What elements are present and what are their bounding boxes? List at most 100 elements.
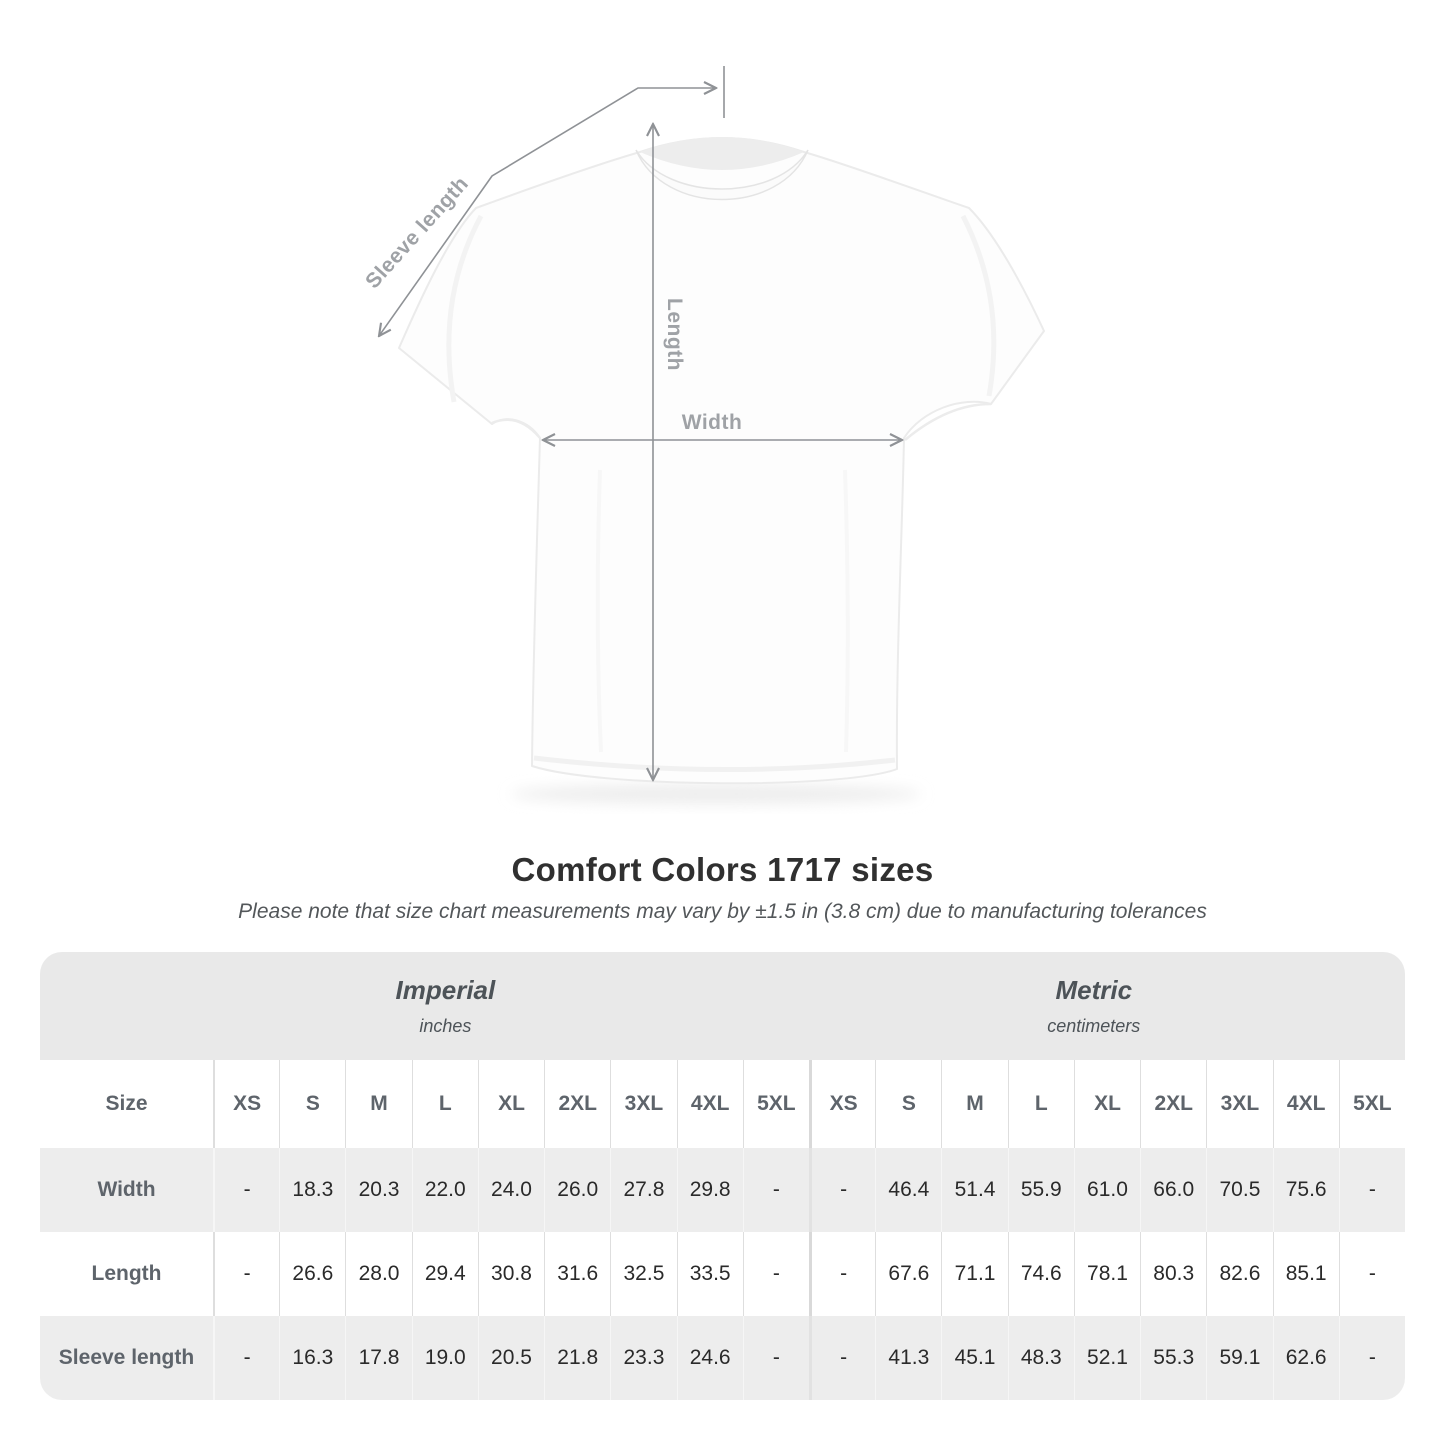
value-metric: 78.1 [1073,1232,1140,1316]
unit-group-imperial: Imperial inches [396,975,496,1037]
size-header-imperial-4xl: 4XL [676,1060,743,1148]
value-imperial: 32.5 [610,1232,676,1316]
value-metric: 59.1 [1206,1316,1272,1400]
size-header-imperial-2xl: 2XL [544,1060,610,1148]
value-metric: 62.6 [1272,1316,1339,1400]
imperial-subtitle: inches [419,1016,472,1036]
size-header-row: Size XS S M L XL 2XL 3XL 4XL 5XL XS S M L XL 2XL 3XL 4XL 5… [40,1060,1405,1148]
table-row: Width -18.3 20.3 22.0 24.0 26.0 27.8 29.8- -46.4… [40,1148,1405,1232]
caption-block: Comfort Colors 1717 sizes Please note th… [0,845,1445,924]
value-imperial: 29.8 [676,1148,743,1232]
size-header-metric-s: S [875,1060,941,1148]
value-metric: - [1338,1232,1405,1316]
value-metric: 45.1 [941,1316,1007,1400]
value-imperial: 17.8 [345,1316,411,1400]
value-imperial: - [742,1316,809,1400]
value-imperial: 20.3 [345,1148,411,1232]
value-imperial: 18.3 [279,1148,345,1232]
value-imperial: 26.6 [279,1232,345,1316]
size-table-card: Imperial inches Metric centimeters Size X… [40,952,1405,1400]
size-header-imperial-5xl: 5XL [742,1060,809,1148]
tshirt-illustration [398,137,1045,804]
value-metric: 61.0 [1073,1148,1140,1232]
metric-subtitle: centimeters [1047,1016,1141,1036]
value-imperial: 27.8 [610,1148,676,1232]
value-metric: 67.6 [875,1232,941,1316]
unit-group-metric: Metric centimeters [1047,975,1140,1037]
size-header-metric-4xl: 4XL [1272,1060,1339,1148]
table-row: Length -26.6 28.0 29.4 30.8 31.6 32.5 33.5- -67.… [40,1232,1405,1316]
value-metric: 70.5 [1206,1148,1272,1232]
value-imperial: 33.5 [676,1232,743,1316]
value-imperial: - [213,1232,279,1316]
value-imperial: 24.0 [477,1148,544,1232]
value-metric: 66.0 [1140,1148,1206,1232]
size-header-metric-xs: XS [808,1060,875,1148]
value-imperial: - [213,1148,279,1232]
value-imperial: 23.3 [610,1316,676,1400]
sleeve-length-arrow [379,88,716,336]
value-imperial: - [213,1316,279,1400]
tshirt-measurement-diagram: Sleeve length Length Width [361,66,1045,804]
size-header-imperial-m: M [345,1060,411,1148]
value-imperial: - [742,1232,809,1316]
value-metric: 52.1 [1073,1316,1140,1400]
value-imperial: 31.6 [544,1232,610,1316]
size-header-metric-m: M [941,1060,1007,1148]
size-header-imperial-s: S [279,1060,345,1148]
value-metric: 51.4 [941,1148,1007,1232]
value-metric: - [808,1232,875,1316]
value-metric: 85.1 [1272,1232,1339,1316]
size-header-metric-3xl: 3XL [1206,1060,1272,1148]
value-metric: 71.1 [941,1232,1007,1316]
value-metric: - [808,1148,875,1232]
tshirt-fold-lines [446,214,997,772]
tshirt-body [398,137,1045,785]
value-metric: 74.6 [1007,1232,1074,1316]
value-metric: 46.4 [875,1148,941,1232]
value-imperial: 16.3 [279,1316,345,1400]
width-label: Width [682,411,743,434]
value-metric: 41.3 [875,1316,941,1400]
size-header-imperial-xs: XS [213,1060,279,1148]
value-imperial: 21.8 [544,1316,610,1400]
length-label: Length [663,298,686,371]
row-label: Sleeve length [58,1346,195,1369]
value-metric: 55.9 [1007,1148,1074,1232]
value-imperial: 22.0 [411,1148,478,1232]
value-metric: 80.3 [1140,1232,1206,1316]
value-imperial: 20.5 [477,1316,544,1400]
value-imperial: - [742,1148,809,1232]
size-header-imperial-xl: XL [477,1060,544,1148]
value-imperial: 26.0 [544,1148,610,1232]
size-header-metric-xl: XL [1073,1060,1140,1148]
unit-header: Imperial inches Metric centimeters [40,952,1405,1060]
value-imperial: 19.0 [411,1316,478,1400]
tolerance-note: Please note that size chart measurements… [238,900,1207,923]
size-header-imperial-3xl: 3XL [610,1060,676,1148]
size-header-metric-2xl: 2XL [1140,1060,1206,1148]
row-label: Length [91,1262,162,1285]
size-header-metric-5xl: 5XL [1338,1060,1405,1148]
value-metric: 75.6 [1272,1148,1339,1232]
size-grid: Size XS S M L XL 2XL 3XL 4XL 5XL XS S M L XL 2XL 3XL 4XL 5… [40,1060,1405,1400]
size-column-header: Size [105,1092,148,1115]
value-metric: - [1338,1316,1405,1400]
table-row: Sleeve length -16.3 17.8 19.0 20.5 21.8 23.3 24… [40,1316,1405,1400]
value-imperial: 28.0 [345,1232,411,1316]
metric-title: Metric [1055,975,1133,1005]
value-imperial: 30.8 [477,1232,544,1316]
page-title: Comfort Colors 1717 sizes [511,851,934,888]
row-label: Width [97,1178,156,1201]
value-metric: - [1338,1148,1405,1232]
value-metric: 82.6 [1206,1232,1272,1316]
value-metric: 55.3 [1140,1316,1206,1400]
value-metric: - [808,1316,875,1400]
value-imperial: 29.4 [411,1232,478,1316]
value-metric: 48.3 [1007,1316,1074,1400]
size-header-metric-l: L [1007,1060,1074,1148]
value-imperial: 24.6 [676,1316,743,1400]
size-header-imperial-l: L [411,1060,478,1148]
tshirt-shadow [511,784,921,804]
